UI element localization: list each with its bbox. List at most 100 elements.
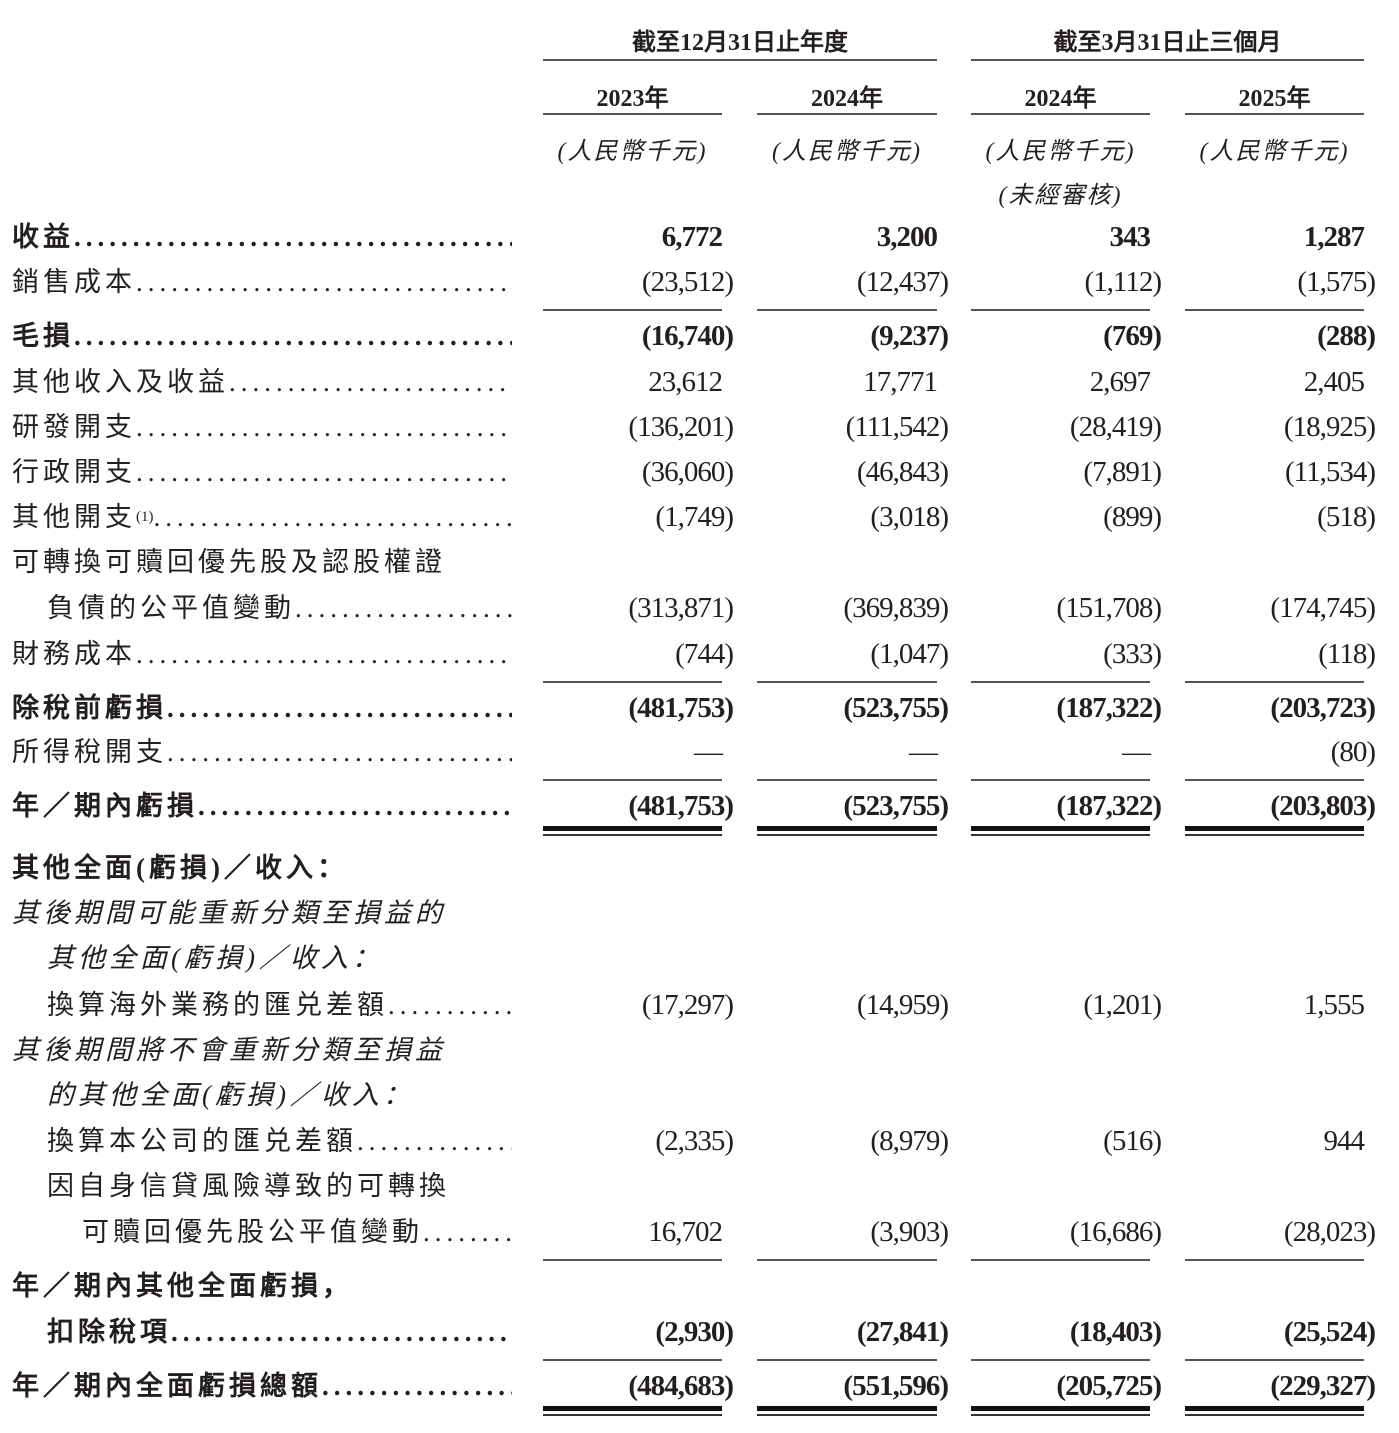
subtotal-rule [1185,1359,1364,1361]
column-rule [757,113,937,115]
row-value: (25,524) [1283,1316,1376,1348]
table-row: 其他全面(虧損)／收入： [0,850,1399,886]
row-value: (229,327) [1270,1370,1376,1402]
table-row: 負債的公平值變動................................… [0,590,1399,626]
row-value: (28,419) [1069,411,1162,443]
subtotal-rule [757,1359,937,1361]
subtotal-rule [1185,1259,1364,1261]
row-value: (1,047) [870,638,949,670]
row-value: (18,925) [1283,411,1376,443]
row-label: 其他全面(虧損)／收入： [12,850,348,886]
footnote-marker: (1) [136,509,154,525]
row-value: (80) [1330,736,1376,768]
table-row: 可贖回優先股公平值變動.............................… [0,1214,1399,1250]
dot-leader: ........................................… [74,321,512,351]
row-label-text: 年／期內其他全面虧損， [12,1271,353,1301]
row-value: (16,740) [641,320,734,352]
subtotal-rule [1185,779,1364,781]
row-value: (1,749) [655,501,734,533]
row-label-text: 毛損 [12,321,74,351]
row-value: (118) [1318,638,1376,670]
total-double-rule [757,1414,937,1416]
row-value: (333) [1103,638,1162,670]
row-label: 所得稅開支...................................… [12,734,512,770]
row-value: (516) [1103,1125,1162,1157]
total-double-rule [757,1406,937,1411]
row-label-text: 其他開支 [12,502,136,532]
table-row: 財務成本....................................… [0,636,1399,672]
row-label: 收益......................................… [12,219,512,255]
row-label: 扣除稅項....................................… [47,1314,512,1350]
dot-leader: ........................................… [167,737,512,767]
subtotal-rule [971,1359,1150,1361]
row-label: 其他全面(虧損)／收入： [47,940,383,976]
row-label: 其他開支(1).................................… [12,499,512,535]
total-double-rule [543,1406,722,1411]
subtotal-rule [757,779,937,781]
subtotal-rule [1185,681,1364,683]
row-value: (17,297) [641,989,734,1021]
row-label-text: 換算本公司的匯兑差額 [47,1126,357,1156]
total-double-rule [1185,1406,1364,1411]
row-value: (313,871) [628,592,734,624]
row-label-text: 年／期內全面虧損總額 [12,1371,322,1401]
total-double-rule [543,1414,722,1416]
table-row: 年／期內虧損..................................… [0,788,1399,824]
column-unit: (人民幣千元) [985,139,1136,165]
row-value: (1,201) [1083,989,1162,1021]
dot-leader: ........................................… [136,412,512,442]
row-label: 年／期內其他全面虧損， [12,1268,353,1304]
row-value: (205,725) [1056,1370,1162,1402]
row-label-text: 行政開支 [12,457,136,487]
row-value: (523,755) [843,790,949,822]
total-double-rule [971,1406,1150,1411]
column-rule [543,113,722,115]
column-unit: (人民幣千元) [557,139,708,165]
subtotal-rule [543,309,722,311]
dot-leader: ........................................… [171,1317,512,1347]
table-row: 所得稅開支...................................… [0,734,1399,770]
row-value: 17,771 [863,366,938,398]
table-row: 毛損......................................… [0,318,1399,354]
row-label-text: 銷售成本 [12,267,136,297]
total-double-rule [1185,826,1364,831]
row-value: (187,322) [1056,692,1162,724]
row-value: (12,437) [856,266,949,298]
total-double-rule [971,826,1150,831]
table-row: 換算海外業務的匯兑差額.............................… [0,987,1399,1023]
column-rule [1185,113,1364,115]
row-label-text: 除稅前虧損 [12,693,167,723]
row-value: (2,335) [655,1125,734,1157]
subtotal-rule [971,779,1150,781]
dot-leader: ........................................… [136,267,512,297]
row-label: 毛損......................................… [12,318,512,354]
row-value: (46,843) [856,456,949,488]
row-value: 23,612 [648,366,723,398]
dot-leader: ........................................… [357,1126,512,1156]
row-label-text: 其後期間可能重新分類至損益的 [12,898,446,928]
row-label-text: 其後期間將不會重新分類至損益 [12,1035,446,1065]
row-value: (11,534) [1285,456,1376,488]
subtotal-rule [971,681,1150,683]
row-value: (518) [1317,501,1376,533]
total-double-rule [543,826,722,831]
row-label-text: 其他全面(虧損)／收入： [47,943,383,973]
row-label-text: 所得稅開支 [12,737,167,767]
row-value: (899) [1103,501,1162,533]
table-row: 其他開支(1).................................… [0,499,1399,535]
row-label-text: 財務成本 [12,639,136,669]
row-value: (136,201) [628,411,734,443]
row-label-text: 可轉換可贖回優先股及認股權證 [12,547,446,577]
row-label: 其他收入及收益.................................… [12,364,512,400]
column-year: 2025年 [1238,86,1311,112]
row-label-text: 可贖回優先股公平值變動 [82,1217,423,1247]
dot-leader: ........................................… [153,502,513,532]
column-year: 2024年 [1024,86,1097,112]
row-value: (23,512) [641,266,734,298]
row-label: 研發開支....................................… [12,409,512,445]
table-row: 行政開支....................................… [0,454,1399,490]
subtotal-rule [971,1259,1150,1261]
row-value: (8,979) [870,1125,949,1157]
row-label-text: 負債的公平值變動 [47,593,295,623]
